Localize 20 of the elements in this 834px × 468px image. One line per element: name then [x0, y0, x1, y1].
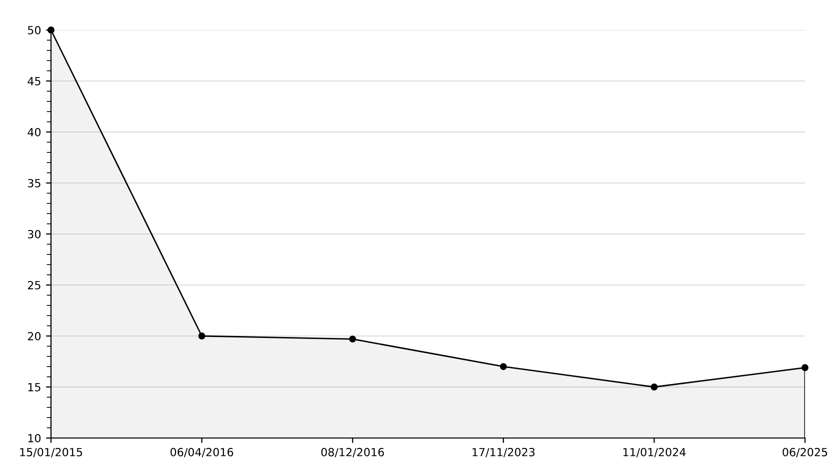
x-tick-label: 06/04/2016 [170, 448, 234, 458]
x-tick-label: 06/2025 [782, 448, 828, 458]
y-tick-label: 25 [28, 280, 40, 290]
point [650, 384, 658, 390]
y-tick-label: 15 [28, 383, 40, 392]
y-tick-label: 35 [28, 178, 40, 188]
y-tick-label: 20 [28, 332, 41, 340]
x-tick-label: 15/01/2015 [20, 448, 82, 458]
x-tick-label: 08/12/2016 [321, 448, 384, 458]
y-tick-label: 40 [28, 128, 41, 136]
y-tick-label: 45 [28, 77, 40, 86]
x-tick-label: 17/11/2023 [472, 448, 535, 458]
point [500, 363, 507, 370]
y-tick-label: 10 [28, 434, 41, 442]
point [198, 332, 206, 340]
point [349, 336, 356, 343]
x-tick-label: 11/01/2024 [623, 448, 686, 458]
point [802, 364, 808, 372]
y-tick-label: 50 [28, 26, 41, 34]
y-tick-label: 30 [28, 230, 41, 238]
